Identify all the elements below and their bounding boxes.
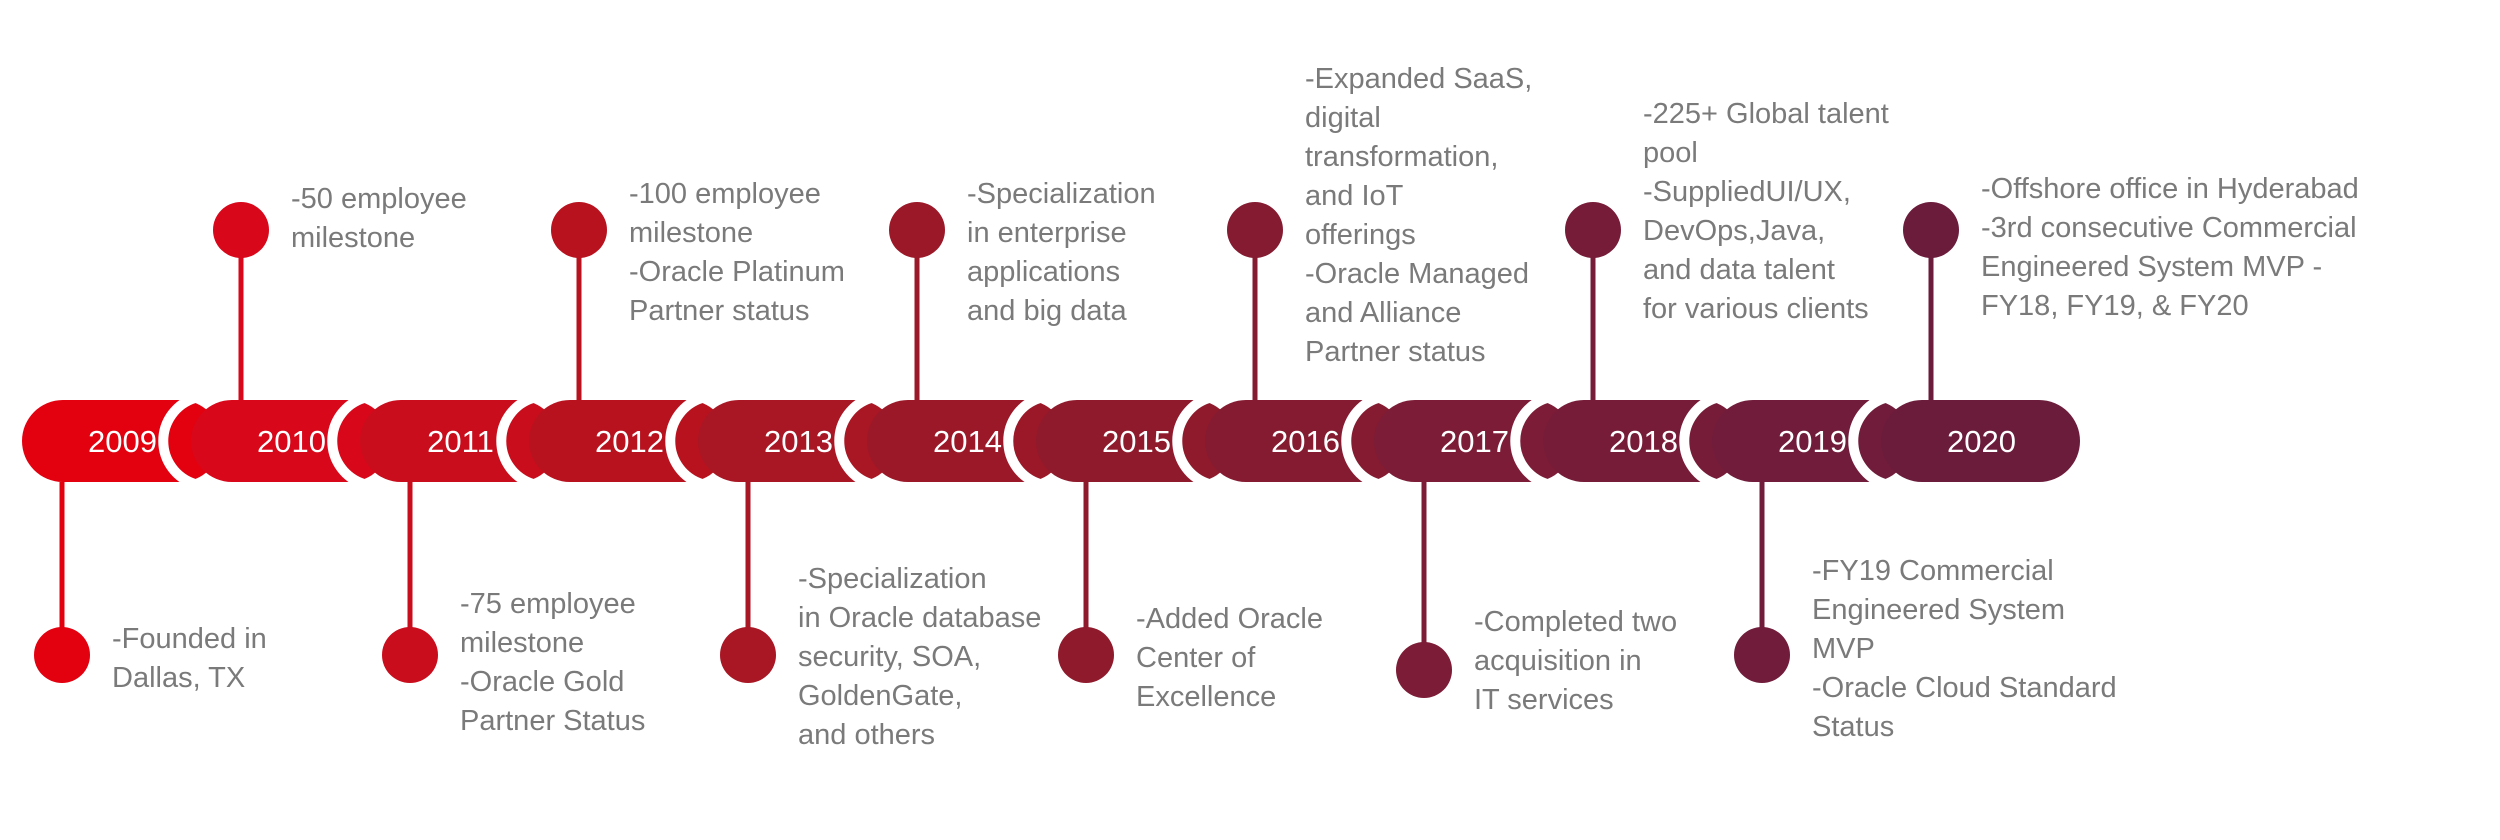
milestone-note-line: Partner status — [1305, 336, 1486, 368]
year-label-2018: 2018 — [1609, 424, 1678, 459]
milestone-note-line: milestone — [291, 222, 416, 254]
milestone-note-line: MVP — [1812, 633, 1875, 665]
milestone-note-2012: -100 employee milestone -Oracle Platinum Pa… — [629, 175, 845, 331]
milestone-note-2011: -75 employee milestone -Oracle Gold Partner… — [460, 585, 645, 741]
milestone-note-line: -Oracle Cloud Standard — [1812, 672, 2117, 704]
milestone-note-line: milestone — [629, 217, 754, 249]
segment-divider — [1510, 393, 1549, 489]
milestone-note-2018: -225+ Global talent pool -SuppliedUI/UX, De… — [1643, 95, 1889, 329]
year-label-2009: 2009 — [88, 424, 157, 459]
milestone-dot-2017 — [1396, 642, 1452, 698]
year-label-2015: 2015 — [1102, 424, 1171, 459]
milestone-note-line: -Offshore office in Hyderabad — [1981, 173, 2359, 205]
milestone-dot-2013 — [720, 627, 776, 683]
milestone-note-line: -100 employee — [629, 178, 821, 210]
milestone-note-2009: -Founded in Dallas, TX — [112, 620, 267, 698]
year-label-2017: 2017 — [1440, 424, 1509, 459]
milestone-note-line: and big data — [967, 295, 1127, 327]
milestone-dot-2010 — [213, 202, 269, 258]
segment-divider — [496, 393, 535, 489]
segment-divider — [1003, 393, 1042, 489]
milestone-note-line: -FY19 Commercial — [1812, 555, 2054, 587]
year-segment-2020 — [1881, 400, 2080, 482]
milestone-note-line: Engineered System MVP - — [1981, 251, 2323, 283]
year-label-2012: 2012 — [595, 424, 664, 459]
milestone-dot-2014 — [889, 202, 945, 258]
milestone-dot-2016 — [1227, 202, 1283, 258]
milestone-note-line: and others — [798, 719, 936, 751]
year-label-2019: 2019 — [1778, 424, 1847, 459]
milestone-note-2017: -Completed two acquisition in IT services — [1474, 603, 1677, 720]
milestone-note-line: transformation, — [1305, 141, 1499, 173]
milestone-note-line: security, SOA, — [798, 641, 982, 673]
milestone-note-line: in Oracle database — [798, 602, 1042, 634]
milestone-note-line: DevOps,Java, — [1643, 215, 1826, 247]
milestone-note-line: Partner status — [629, 295, 810, 327]
milestone-dot-2011 — [382, 627, 438, 683]
milestone-note-line: FY18, FY19, & FY20 — [1981, 290, 2249, 322]
milestone-dot-2019 — [1734, 627, 1790, 683]
milestone-note-line: -Specialization — [798, 563, 987, 595]
milestone-note-line: -Specialization — [967, 178, 1156, 210]
milestone-note-line: -3rd consecutive Commercial — [1981, 212, 2357, 244]
milestone-note-line: applications — [967, 256, 1121, 288]
milestone-note-line: -225+ Global talent — [1643, 98, 1889, 130]
milestone-note-line: -Oracle Managed — [1305, 258, 1530, 290]
milestone-note-line: -SuppliedUI/UX, — [1643, 176, 1851, 208]
milestone-note-line: Status — [1812, 711, 1895, 743]
milestone-dot-2018 — [1565, 202, 1621, 258]
year-label-2014: 2014 — [933, 424, 1002, 459]
milestone-note-2013: -Specialization in Oracle database securit… — [798, 560, 1041, 755]
segment-divider — [1848, 393, 1887, 489]
year-label-2011: 2011 — [427, 424, 494, 459]
segment-divider — [1679, 393, 1718, 489]
milestone-note-line: -Oracle Platinum — [629, 256, 845, 288]
milestone-note-2014: -Specialization in enterprise applications… — [967, 175, 1156, 331]
milestone-dot-2015 — [1058, 627, 1114, 683]
milestone-note-line: for various clients — [1643, 293, 1869, 325]
milestone-note-2010: -50 employee milestone — [291, 180, 467, 258]
milestone-note-2019: -FY19 Commercial Engineered System MVP -Ora… — [1812, 552, 2117, 747]
milestone-note-2020: -Offshore office in Hyderabad -3rd consec… — [1981, 170, 2359, 326]
milestone-note-2016: -Expanded SaaS, digital transformation, and… — [1305, 60, 1532, 372]
milestone-note-line: -Added Oracle — [1136, 603, 1323, 635]
milestone-note-line: Partner Status — [460, 705, 646, 737]
milestone-note-line: -Founded in — [112, 623, 267, 655]
milestone-note-line: Dallas, TX — [112, 662, 246, 694]
milestone-note-line: Excellence — [1136, 681, 1277, 713]
milestone-note-line: acquisition in — [1474, 645, 1642, 677]
year-label-2016: 2016 — [1271, 424, 1340, 459]
milestone-note-line: Center of — [1136, 642, 1256, 674]
milestone-note-line: and IoT — [1305, 180, 1404, 212]
year-label-2013: 2013 — [764, 424, 833, 459]
milestone-note-line: -75 employee — [460, 588, 636, 620]
year-label-2010: 2010 — [257, 424, 326, 459]
milestone-dot-2020 — [1903, 202, 1959, 258]
segment-divider — [1341, 393, 1380, 489]
milestone-note-line: milestone — [460, 627, 585, 659]
segment-divider — [1172, 393, 1211, 489]
milestone-note-line: pool — [1643, 137, 1698, 169]
segment-divider — [327, 393, 366, 489]
milestone-note-line: GoldenGate, — [798, 680, 963, 712]
segment-divider — [834, 393, 873, 489]
milestone-note-line: Engineered System — [1812, 594, 2066, 626]
year-label-2020: 2020 — [1947, 424, 2016, 459]
milestone-note-line: -Expanded SaaS, — [1305, 63, 1533, 95]
milestone-note-line: -Oracle Gold — [460, 666, 625, 698]
milestone-note-line: and Alliance — [1305, 297, 1462, 329]
milestone-note-line: IT services — [1474, 684, 1614, 716]
milestone-note-line: and data talent — [1643, 254, 1835, 286]
segment-divider — [665, 393, 704, 489]
segment-divider — [158, 393, 197, 489]
milestone-note-line: -Completed two — [1474, 606, 1678, 638]
milestone-note-line: digital — [1305, 102, 1381, 134]
milestone-note-2015: -Added Oracle Center of Excellence — [1136, 600, 1323, 717]
milestone-dot-2009 — [34, 627, 90, 683]
milestone-note-line: offerings — [1305, 219, 1416, 251]
milestone-note-line: in enterprise — [967, 217, 1127, 249]
milestone-dot-2012 — [551, 202, 607, 258]
milestone-note-line: -50 employee — [291, 183, 467, 215]
